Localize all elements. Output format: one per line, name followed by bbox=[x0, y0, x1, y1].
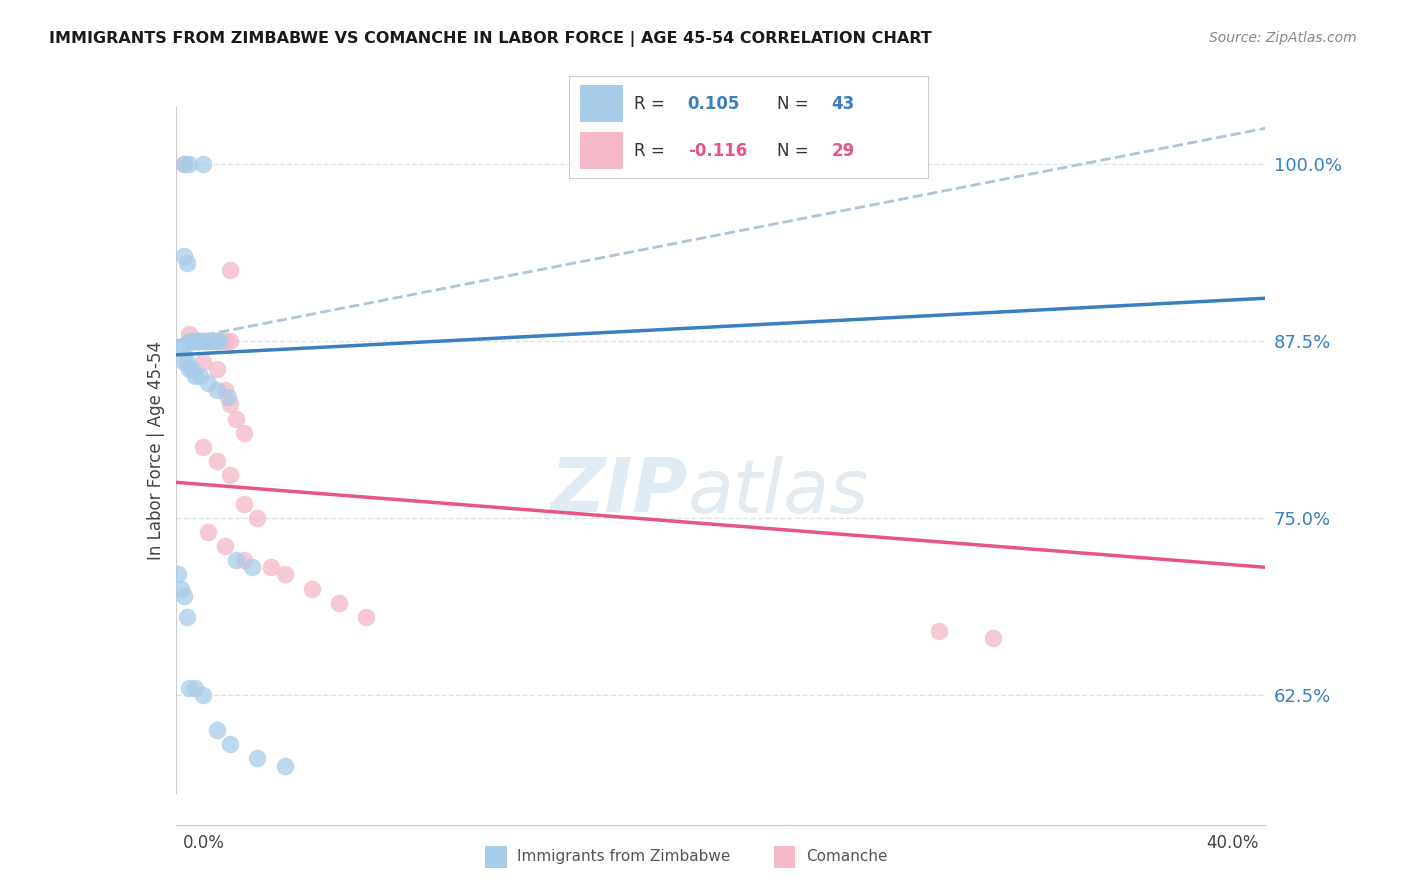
Point bbox=[981, 631, 1004, 645]
Point bbox=[214, 384, 236, 398]
Point bbox=[219, 397, 242, 411]
Point bbox=[173, 157, 195, 171]
Bar bbox=[773, 846, 796, 868]
Point bbox=[219, 263, 242, 277]
Text: N =: N = bbox=[778, 142, 814, 160]
Point bbox=[232, 425, 254, 440]
Point bbox=[246, 510, 269, 524]
Point bbox=[181, 334, 204, 348]
Text: 40.0%: 40.0% bbox=[1206, 834, 1258, 852]
Text: 0.0%: 0.0% bbox=[183, 834, 225, 852]
Text: 0.105: 0.105 bbox=[688, 95, 740, 112]
Point bbox=[205, 362, 228, 376]
Point bbox=[184, 334, 207, 348]
Point bbox=[186, 334, 209, 348]
Point bbox=[928, 624, 950, 638]
Point bbox=[219, 737, 242, 751]
Point bbox=[197, 376, 219, 391]
Point bbox=[214, 334, 236, 348]
Point bbox=[274, 567, 297, 582]
Point bbox=[274, 758, 297, 772]
Point bbox=[225, 411, 247, 425]
Point bbox=[191, 157, 214, 171]
Point bbox=[260, 560, 283, 574]
Point bbox=[179, 326, 201, 341]
Point bbox=[173, 157, 195, 171]
Point bbox=[184, 681, 207, 695]
Point bbox=[184, 334, 207, 348]
Point bbox=[191, 440, 214, 454]
Point bbox=[205, 334, 228, 348]
Point bbox=[197, 334, 219, 348]
Point bbox=[217, 390, 239, 404]
Point bbox=[170, 341, 193, 355]
Point bbox=[173, 355, 195, 369]
Point bbox=[188, 334, 211, 348]
Point bbox=[186, 334, 209, 348]
Point bbox=[328, 596, 350, 610]
Point bbox=[181, 362, 204, 376]
Point bbox=[176, 610, 198, 624]
Point bbox=[173, 341, 195, 355]
Point bbox=[214, 539, 236, 553]
Point bbox=[194, 334, 217, 348]
Point bbox=[219, 334, 242, 348]
Point bbox=[176, 355, 198, 369]
Text: 29: 29 bbox=[831, 142, 855, 160]
Point bbox=[240, 560, 263, 574]
Point bbox=[173, 249, 195, 263]
Point bbox=[184, 369, 207, 384]
Text: atlas: atlas bbox=[688, 456, 869, 528]
Point bbox=[219, 468, 242, 483]
Bar bbox=[581, 85, 623, 122]
Point bbox=[246, 751, 269, 765]
Point bbox=[208, 334, 231, 348]
Point bbox=[301, 582, 323, 596]
Bar bbox=[485, 846, 506, 868]
Point bbox=[179, 362, 201, 376]
Text: R =: R = bbox=[634, 95, 671, 112]
Point bbox=[197, 524, 219, 539]
Point bbox=[191, 688, 214, 702]
Point bbox=[179, 681, 201, 695]
Point bbox=[179, 334, 201, 348]
Point bbox=[170, 582, 193, 596]
Point bbox=[225, 553, 247, 567]
Point bbox=[197, 334, 219, 348]
Point bbox=[191, 334, 214, 348]
Point bbox=[186, 334, 209, 348]
Text: N =: N = bbox=[778, 95, 814, 112]
Text: Source: ZipAtlas.com: Source: ZipAtlas.com bbox=[1209, 31, 1357, 45]
Point bbox=[202, 334, 225, 348]
Point bbox=[191, 355, 214, 369]
Point bbox=[205, 454, 228, 468]
Y-axis label: In Labor Force | Age 45-54: In Labor Force | Age 45-54 bbox=[146, 341, 165, 560]
Text: R =: R = bbox=[634, 142, 671, 160]
Text: -0.116: -0.116 bbox=[688, 142, 747, 160]
Point bbox=[356, 610, 378, 624]
Text: IMMIGRANTS FROM ZIMBABWE VS COMANCHE IN LABOR FORCE | AGE 45-54 CORRELATION CHAR: IMMIGRANTS FROM ZIMBABWE VS COMANCHE IN … bbox=[49, 31, 932, 47]
Text: ZIP: ZIP bbox=[551, 455, 688, 528]
Point bbox=[205, 384, 228, 398]
Text: 43: 43 bbox=[831, 95, 855, 112]
Bar bbox=[581, 132, 623, 169]
Point bbox=[188, 369, 211, 384]
Point bbox=[232, 497, 254, 511]
Text: Comanche: Comanche bbox=[806, 849, 887, 864]
Point bbox=[205, 723, 228, 738]
Point bbox=[232, 553, 254, 567]
Point bbox=[200, 334, 222, 348]
Point bbox=[179, 157, 201, 171]
Point bbox=[167, 567, 190, 582]
Point bbox=[173, 589, 195, 603]
Text: Immigrants from Zimbabwe: Immigrants from Zimbabwe bbox=[517, 849, 731, 864]
Point bbox=[205, 334, 228, 348]
Point bbox=[176, 256, 198, 270]
